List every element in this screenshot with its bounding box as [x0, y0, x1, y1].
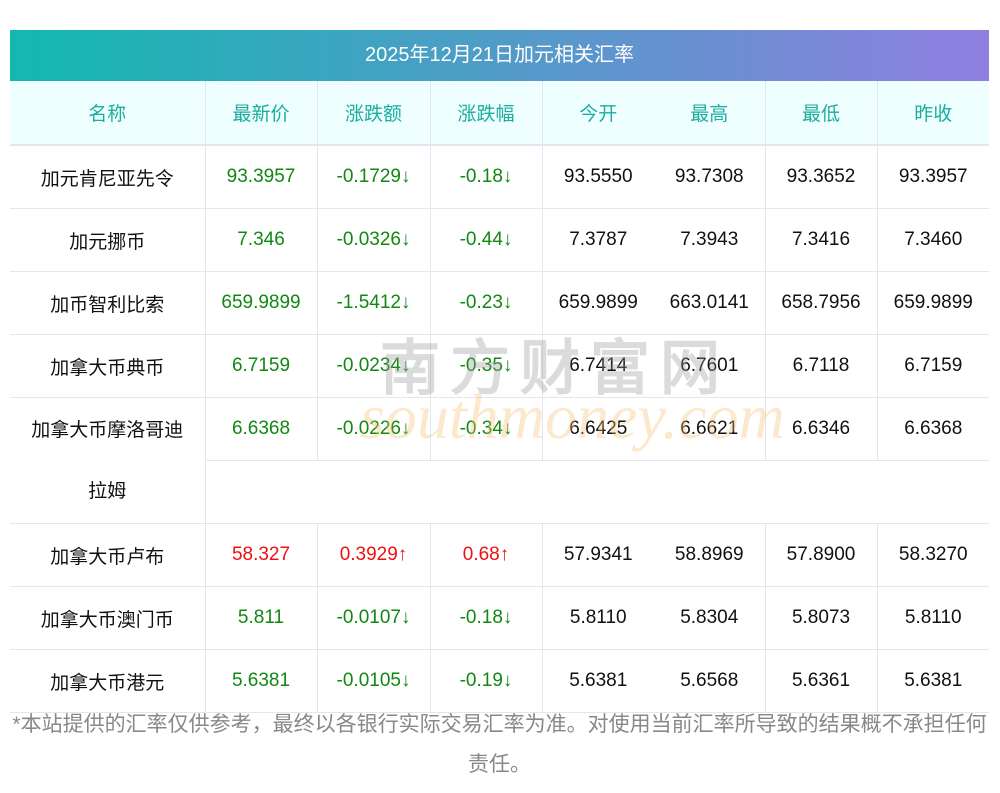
currency-name-line1: 加拿大币摩洛哥迪 [31, 419, 184, 441]
change-pct: -0.19↓ [430, 649, 543, 713]
low: 658.7956 [765, 271, 878, 335]
prev-close: 93.3957 [877, 145, 989, 209]
low: 6.7118 [765, 334, 878, 398]
change: -0.0326↓ [317, 208, 431, 272]
change-pct: -0.34↓ [430, 397, 543, 461]
prev-close: 5.8110 [877, 586, 989, 650]
change: -1.5412↓ [317, 271, 431, 335]
change: 0.3929↑ [317, 523, 431, 587]
currency-name: 加拿大币港元 [10, 649, 206, 713]
change-pct: -0.18↓ [430, 586, 543, 650]
high: 6.7601 [654, 334, 766, 398]
table-row: 加拿大币典币 6.7159 -0.0234↓ -0.35↓ 6.7414 6.7601 6.… [10, 334, 989, 398]
low: 5.6361 [765, 649, 878, 713]
high: 7.3943 [654, 208, 766, 272]
change: -0.0234↓ [317, 334, 431, 398]
table-row: 加币智利比索 659.9899 -1.5412↓ -0.23↓ 659.9899 663.… [10, 271, 989, 335]
currency-name-line2: 拉姆 [88, 480, 127, 502]
high: 93.7308 [654, 145, 766, 209]
high: 5.8304 [654, 586, 766, 650]
currency-name: 加拿大币澳门币 [10, 586, 206, 650]
currency-name: 加币智利比索 [10, 271, 206, 335]
open: 57.9341 [542, 523, 654, 587]
col-last: 最新价 [205, 81, 318, 146]
low: 57.8900 [765, 523, 878, 587]
currency-name: 加拿大币摩洛哥迪 拉姆 [10, 397, 206, 524]
col-change: 涨跌额 [317, 81, 431, 146]
currency-name: 加元挪币 [10, 208, 206, 272]
latest-price: 6.7159 [205, 334, 318, 398]
open: 5.8110 [542, 586, 654, 650]
prev-close: 5.6381 [877, 649, 989, 713]
low: 5.8073 [765, 586, 878, 650]
exchange-rate-table: 名称 最新价 涨跌额 涨跌幅 今开 最高 最低 昨收 加元肯尼亚先令 93.395… [10, 81, 989, 713]
change-pct: -0.35↓ [430, 334, 543, 398]
currency-name: 加拿大币卢布 [10, 523, 206, 587]
table-title: 2025年12月21日加元相关汇率 [10, 30, 989, 81]
latest-price: 659.9899 [205, 271, 318, 335]
col-high: 最高 [654, 81, 766, 146]
high: 6.6621 [654, 397, 766, 461]
table-row-continuation [10, 460, 989, 524]
latest-price: 5.6381 [205, 649, 318, 713]
col-low: 最低 [765, 81, 878, 146]
table-row: 加拿大币卢布 58.327 0.3929↑ 0.68↑ 57.9341 58.8969 57… [10, 523, 989, 587]
high: 58.8969 [654, 523, 766, 587]
currency-name: 加拿大币典币 [10, 334, 206, 398]
change: -0.0107↓ [317, 586, 431, 650]
change: -0.1729↓ [317, 145, 431, 209]
change-pct: -0.23↓ [430, 271, 543, 335]
table-row: 加元肯尼亚先令 93.3957 -0.1729↓ -0.18↓ 93.5550 93.73… [10, 145, 989, 209]
prev-close: 659.9899 [877, 271, 989, 335]
change-pct: 0.68↑ [430, 523, 543, 587]
col-prev: 昨收 [877, 81, 989, 146]
table-row: 加拿大币澳门币 5.811 -0.0107↓ -0.18↓ 5.8110 5.8304 5.… [10, 586, 989, 650]
latest-price: 58.327 [205, 523, 318, 587]
prev-close: 7.3460 [877, 208, 989, 272]
prev-close: 58.3270 [877, 523, 989, 587]
col-pct: 涨跌幅 [430, 81, 543, 146]
low: 93.3652 [765, 145, 878, 209]
header-row: 名称 最新价 涨跌额 涨跌幅 今开 最高 最低 昨收 [10, 81, 989, 146]
empty-cell [205, 460, 989, 524]
disclaimer: *本站提供的汇率仅供参考，最终以各银行实际交易汇率为准。对使用当前汇率所导致的结… [12, 713, 987, 776]
currency-name: 加元肯尼亚先令 [10, 145, 206, 209]
change: -0.0226↓ [317, 397, 431, 461]
high: 5.6568 [654, 649, 766, 713]
table-row: 加拿大币摩洛哥迪 拉姆 6.6368 -0.0226↓ -0.34↓ 6.6425 6.66… [10, 397, 989, 524]
open: 93.5550 [542, 145, 654, 209]
latest-price: 5.811 [205, 586, 318, 650]
change: -0.0105↓ [317, 649, 431, 713]
open: 659.9899 [542, 271, 654, 335]
low: 7.3416 [765, 208, 878, 272]
open: 7.3787 [542, 208, 654, 272]
table-row: 加元挪币 7.346 -0.0326↓ -0.44↓ 7.3787 7.3943 7.341… [10, 208, 989, 272]
col-open: 今开 [542, 81, 654, 146]
latest-price: 7.346 [205, 208, 318, 272]
open: 6.7414 [542, 334, 654, 398]
low: 6.6346 [765, 397, 878, 461]
col-name: 名称 [10, 81, 206, 146]
open: 5.6381 [542, 649, 654, 713]
prev-close: 6.7159 [877, 334, 989, 398]
latest-price: 93.3957 [205, 145, 318, 209]
open: 6.6425 [542, 397, 654, 461]
change-pct: -0.18↓ [430, 145, 543, 209]
latest-price: 6.6368 [205, 397, 318, 461]
high: 663.0141 [654, 271, 766, 335]
table-row: 加拿大币港元 5.6381 -0.0105↓ -0.19↓ 5.6381 5.6568 5.… [10, 649, 989, 713]
change-pct: -0.44↓ [430, 208, 543, 272]
prev-close: 6.6368 [877, 397, 989, 461]
